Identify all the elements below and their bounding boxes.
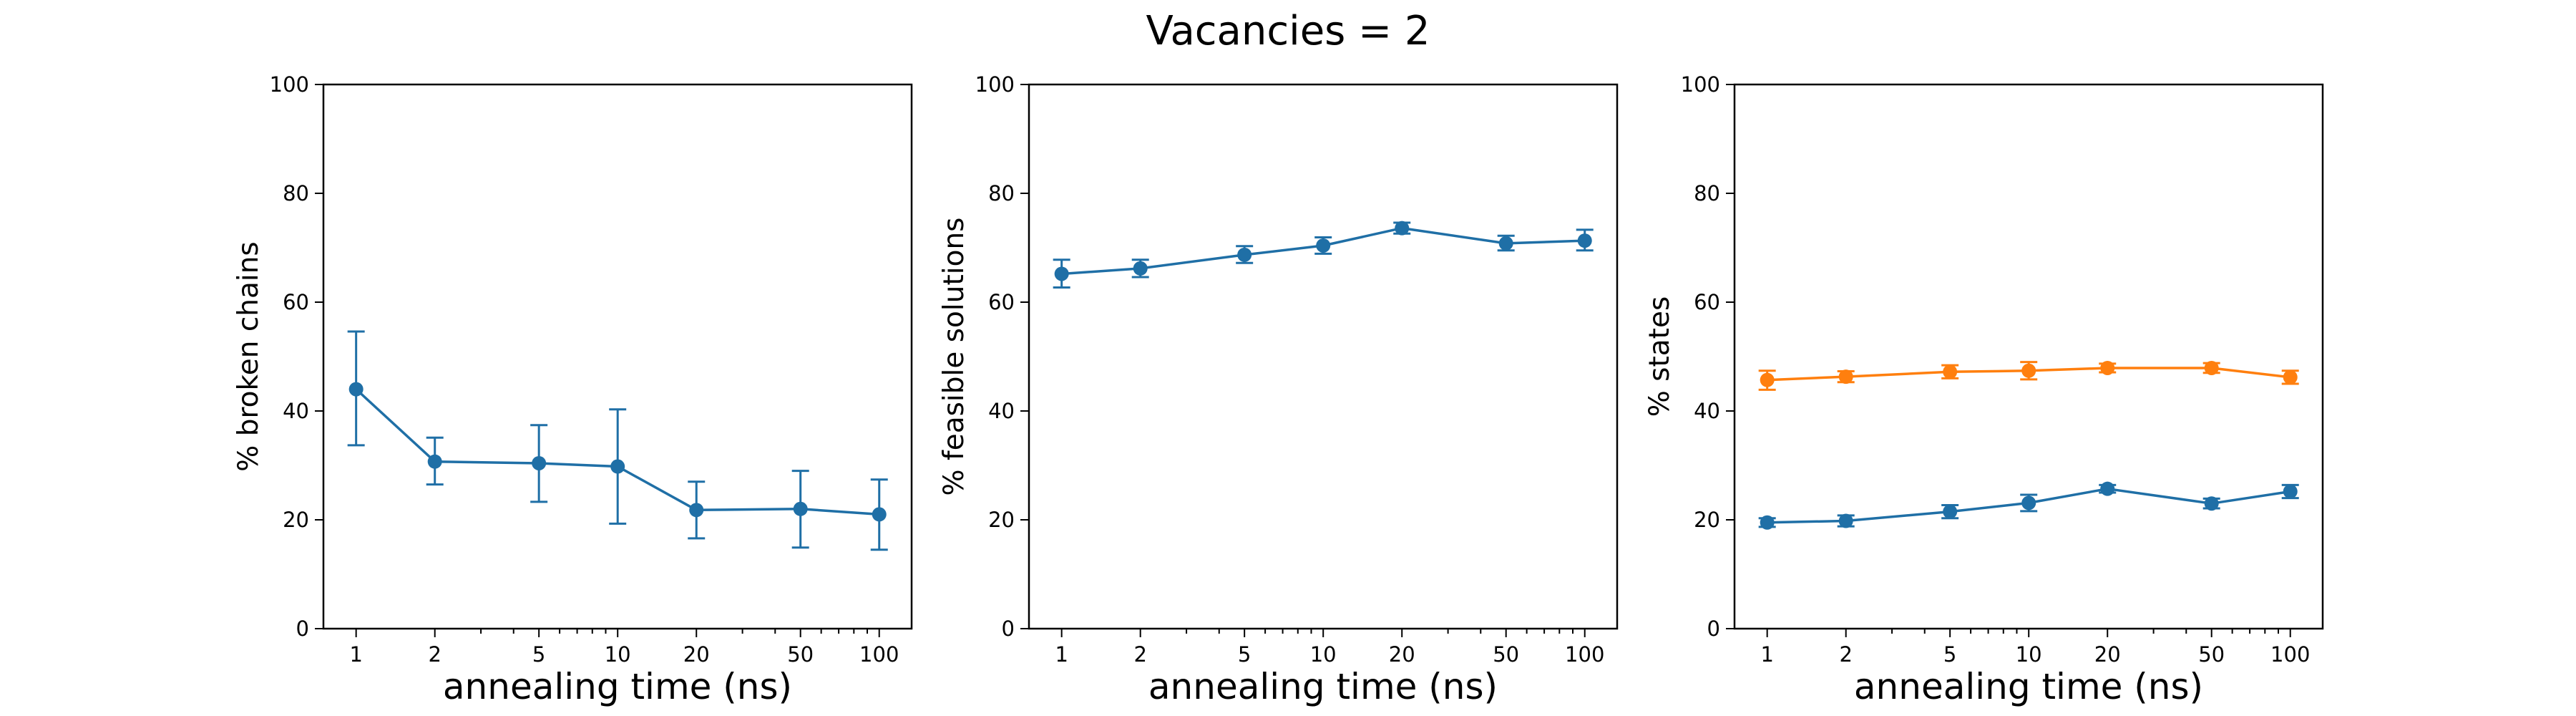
y-tick-label: 60 <box>988 290 1015 314</box>
data-point <box>2100 360 2115 375</box>
data-point <box>2283 484 2298 499</box>
y-tick-label: 20 <box>1694 508 1720 532</box>
data-point <box>2100 481 2115 496</box>
x-tick-label: 2 <box>1839 642 1852 667</box>
figure-title: Vacancies = 2 <box>1146 8 1430 54</box>
series-1 <box>1053 221 1594 289</box>
data-point <box>1237 247 1252 262</box>
y-axis-label: % broken chains <box>233 241 265 471</box>
x-tick-label: 100 <box>859 642 899 667</box>
y-tick-label: 80 <box>988 181 1015 205</box>
y-tick-label: 40 <box>988 399 1015 423</box>
data-point <box>793 501 808 516</box>
series-1 <box>1758 360 2299 391</box>
data-point <box>1498 236 1513 251</box>
data-point <box>2283 369 2298 384</box>
data-point <box>2021 495 2036 511</box>
x-tick-label: 5 <box>532 642 545 667</box>
data-point <box>610 459 625 474</box>
data-point <box>1760 515 1775 530</box>
y-tick-label: 0 <box>1707 616 1720 641</box>
data-point <box>1054 266 1069 281</box>
axes-frame <box>322 83 913 630</box>
data-point <box>1760 372 1775 387</box>
x-tick-label: 5 <box>1238 642 1251 667</box>
x-tick-label: 2 <box>428 642 441 667</box>
y-tick-label: 100 <box>270 72 309 97</box>
x-tick-label: 100 <box>2270 642 2310 667</box>
y-tick-label: 40 <box>283 399 309 423</box>
x-axis-label: annealing time (ns) <box>1854 666 2203 707</box>
x-tick-label: 20 <box>683 642 710 667</box>
y-tick-label: 100 <box>1681 72 1720 97</box>
x-tick-label: 2 <box>1133 642 1146 667</box>
y-tick-label: 80 <box>1694 181 1720 205</box>
data-point <box>872 507 887 522</box>
data-point <box>689 503 704 518</box>
x-tick-label: 50 <box>2198 642 2225 667</box>
y-tick-label: 0 <box>1002 616 1015 641</box>
y-tick-label: 60 <box>283 290 309 314</box>
data-point <box>1838 513 1853 528</box>
x-tick-label: 10 <box>1310 642 1337 667</box>
data-point <box>2204 360 2219 375</box>
x-axis-label: annealing time (ns) <box>443 666 792 707</box>
y-tick-label: 100 <box>975 72 1015 97</box>
x-tick-label: 20 <box>1389 642 1415 667</box>
subplot-3: 1 2 5 10 20 50 100 0 20 40 60 80 100 annealing time (… <box>1644 72 2324 707</box>
data-point <box>427 454 442 469</box>
x-tick-label: 20 <box>2094 642 2121 667</box>
y-axis-label: % feasible solutions <box>938 218 970 496</box>
subplot-1: 1 2 5 10 20 50 100 0 20 40 60 80 100 annealing time (… <box>233 72 913 707</box>
axes-frame <box>1733 83 2324 630</box>
y-tick-label: 0 <box>296 616 309 641</box>
data-point <box>1943 504 1958 519</box>
y-axis-label: % states <box>1644 296 1676 417</box>
y-tick-label: 60 <box>1694 290 1720 314</box>
x-tick-label: 50 <box>1493 642 1519 667</box>
data-point <box>1395 221 1410 236</box>
y-tick-label: 20 <box>283 508 309 532</box>
data-point <box>2021 363 2036 378</box>
data-point <box>1577 233 1592 248</box>
x-axis-label: annealing time (ns) <box>1148 666 1498 707</box>
x-tick-label: 10 <box>605 642 631 667</box>
data-point <box>532 455 547 470</box>
data-point <box>348 382 364 397</box>
data-point <box>2204 496 2219 511</box>
y-tick-label: 40 <box>1694 399 1720 423</box>
x-tick-label: 1 <box>1760 642 1773 667</box>
series-1 <box>347 330 888 551</box>
x-tick-label: 5 <box>1943 642 1956 667</box>
data-point <box>1133 261 1148 276</box>
y-tick-label: 20 <box>988 508 1015 532</box>
y-tick-label: 80 <box>283 181 309 205</box>
data-point <box>1838 369 1853 384</box>
x-tick-label: 1 <box>349 642 362 667</box>
x-tick-label: 10 <box>2016 642 2042 667</box>
data-point <box>1316 238 1331 253</box>
x-tick-label: 100 <box>1565 642 1604 667</box>
series-2 <box>1758 481 2299 530</box>
data-point <box>1943 364 1958 379</box>
subplot-2: 1 2 5 10 20 50 100 0 20 40 60 80 100 annealing time (… <box>938 72 1619 707</box>
axes-frame <box>1028 83 1619 630</box>
x-tick-label: 50 <box>787 642 814 667</box>
x-tick-label: 1 <box>1055 642 1068 667</box>
